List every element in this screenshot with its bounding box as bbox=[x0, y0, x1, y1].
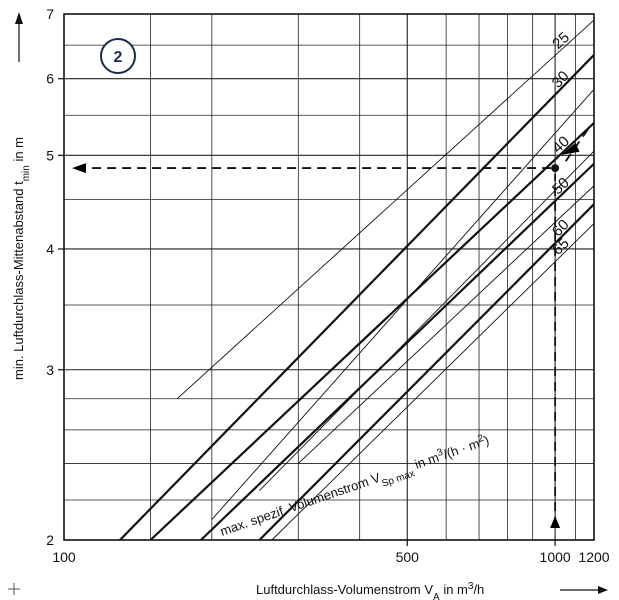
reading-point bbox=[551, 164, 560, 173]
y-tick-label: 3 bbox=[46, 362, 54, 378]
x-axis-label: Luftdurchlass-Volumenstrom VA in m3/h bbox=[256, 581, 484, 600]
corner-cross-mark bbox=[8, 583, 20, 595]
series-label-65: 65 bbox=[549, 235, 573, 259]
y-axis-label: min. Luftdurchlass-Mittenabstand tmin in… bbox=[11, 137, 32, 380]
y-axis-arrow bbox=[15, 12, 23, 62]
vertical-guide-arrowhead bbox=[550, 516, 561, 528]
series-line-25 bbox=[176, 19, 595, 400]
series-line-60 bbox=[258, 203, 595, 541]
y-tick-label: 5 bbox=[46, 147, 54, 163]
plot-frame bbox=[63, 13, 595, 541]
badge-number: 2 bbox=[114, 49, 123, 66]
series-line-thin-8 bbox=[298, 185, 595, 464]
x-tick-label: 1200 bbox=[578, 549, 609, 565]
series-line-30 bbox=[119, 54, 595, 541]
grid bbox=[58, 13, 595, 546]
horizontal-guide-arrowhead bbox=[72, 163, 86, 174]
annotation-label: max. spezif. Volumenstrom VSp max in m3/… bbox=[218, 431, 493, 544]
y-tick-label: 6 bbox=[46, 71, 54, 87]
series-line-50 bbox=[200, 162, 595, 541]
tick-labels: 100 500 1000 1200 2 3 4 5 6 7 bbox=[46, 6, 610, 565]
x-tick-label: 100 bbox=[52, 549, 76, 565]
series-line-thin-7 bbox=[259, 150, 595, 491]
x-tick-label: 1000 bbox=[540, 549, 571, 565]
y-tick-label: 4 bbox=[46, 241, 54, 257]
series-label-30: 30 bbox=[549, 68, 573, 92]
y-tick-label: 7 bbox=[46, 6, 54, 22]
series-label-25: 25 bbox=[549, 29, 573, 53]
entry-guide-arrowhead bbox=[561, 142, 580, 155]
series-label-50: 50 bbox=[549, 174, 573, 198]
series-line-thin-6 bbox=[211, 89, 595, 520]
y-tick-label: 2 bbox=[46, 532, 54, 548]
series-line-65 bbox=[271, 223, 595, 541]
x-axis-arrow bbox=[560, 586, 608, 594]
series-line-40 bbox=[149, 122, 595, 541]
chart-badge: 2 bbox=[100, 38, 136, 74]
x-tick-label: 500 bbox=[396, 549, 420, 565]
reading-guides bbox=[72, 128, 589, 528]
